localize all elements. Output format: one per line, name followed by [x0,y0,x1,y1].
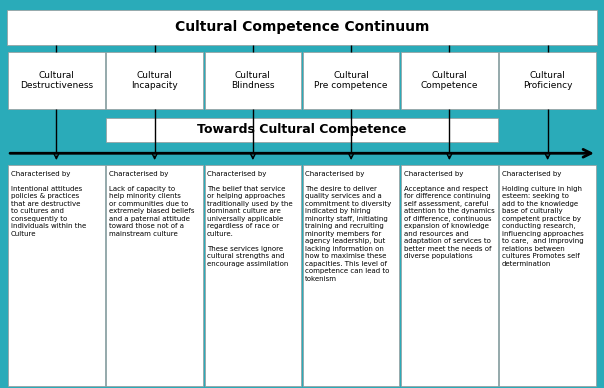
Text: Cultural
Incapacity: Cultural Incapacity [131,71,178,90]
FancyBboxPatch shape [303,165,399,386]
Text: Cultural
Competence: Cultural Competence [420,71,478,90]
Text: Cultural
Pre competence: Cultural Pre competence [314,71,388,90]
Text: Cultural
Proficiency: Cultural Proficiency [523,71,573,90]
FancyBboxPatch shape [8,52,104,109]
FancyBboxPatch shape [205,165,301,386]
FancyBboxPatch shape [205,52,301,109]
FancyBboxPatch shape [7,10,597,45]
FancyBboxPatch shape [500,52,596,109]
FancyBboxPatch shape [303,52,399,109]
Text: Characterised by

The belief that service
or helping approaches
traditionally us: Characterised by The belief that service… [207,171,293,267]
Text: Characterised by

Lack of capacity to
help minority clients
or communities due t: Characterised by Lack of capacity to hel… [109,171,194,237]
Text: Characterised by

The desire to deliver
quality services and a
commitment to div: Characterised by The desire to deliver q… [305,171,391,282]
Text: Towards Cultural Competence: Towards Cultural Competence [198,123,406,137]
Text: Cultural
Blindness: Cultural Blindness [231,71,275,90]
Text: Characterised by

Intentional attitudes
policies & practices
that are destructiv: Characterised by Intentional attitudes p… [11,171,86,237]
FancyBboxPatch shape [500,165,596,386]
Text: Characterised by

Holding culture in high
esteem: seeking to
add to the knowledg: Characterised by Holding culture in high… [502,171,583,267]
FancyBboxPatch shape [401,165,498,386]
Text: Cultural
Destructiveness: Cultural Destructiveness [20,71,93,90]
FancyBboxPatch shape [106,165,203,386]
FancyBboxPatch shape [106,52,203,109]
Text: Cultural Competence Continuum: Cultural Competence Continuum [175,20,429,34]
Text: Characterised by

Acceptance and respect
for difference continuing
self assessme: Characterised by Acceptance and respect … [403,171,494,259]
FancyBboxPatch shape [401,52,498,109]
FancyBboxPatch shape [106,118,498,142]
FancyBboxPatch shape [8,165,104,386]
